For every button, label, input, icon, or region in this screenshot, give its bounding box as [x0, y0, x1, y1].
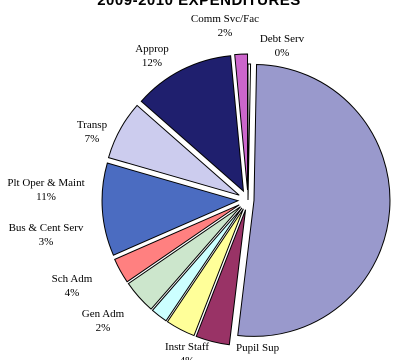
slice-label-name: Pupil Sup	[236, 342, 280, 354]
pie-slice-bus-cent-serv	[113, 204, 240, 283]
slice-label: Plt Oper & Maint 11%	[7, 177, 84, 203]
slice-label: Approp 12%	[135, 43, 169, 69]
slice-label-value: 2%	[96, 322, 111, 334]
slice-label: Gen Adm 2%	[82, 308, 125, 334]
slice-label-name: Approp	[135, 43, 169, 55]
pie-slice-approp	[140, 55, 245, 193]
pie-slice-unlabeled	[237, 63, 391, 337]
slice-label: Instr Staff 4%	[165, 341, 209, 360]
slice-label-name: Transp	[77, 119, 108, 131]
slice-label: Pupil Sup	[236, 342, 280, 354]
slice-label-name: Gen Adm	[82, 308, 125, 320]
slice-label-value: 0%	[275, 47, 290, 59]
slice-label-value: 4%	[180, 355, 195, 360]
pie-slice-gen-adm	[151, 207, 243, 322]
pie-slice-pupil-sup	[195, 209, 247, 346]
pie-slice-transp	[107, 104, 240, 196]
chart-title: 2009-2010 EXPENDITURES	[97, 0, 301, 9]
slice-label-name: Plt Oper & Maint	[7, 177, 84, 189]
slice-label-value: 11%	[36, 191, 56, 203]
slice-label: Transp 7%	[77, 119, 108, 145]
pie-slice-plt-oper-maint	[101, 162, 240, 256]
slice-label-name: Instr Staff	[165, 341, 209, 353]
pie-slice-comm-svc-fac	[234, 53, 249, 191]
slice-label: Sch Adm 4%	[52, 273, 93, 299]
pie-slice-debt-serv	[247, 63, 252, 201]
slice-label-name: Sch Adm	[52, 273, 93, 285]
slice-label: Debt Serv 0%	[260, 33, 305, 59]
slice-label-value: 3%	[39, 236, 54, 248]
slice-label-name: Debt Serv	[260, 33, 305, 45]
slice-label-value: 7%	[85, 133, 100, 145]
slice-label: Comm Svc/Fac 2%	[191, 13, 259, 39]
pie-slice-instr-staff	[166, 208, 244, 337]
slice-label: Bus & Cent Serv 3%	[9, 222, 84, 248]
slice-label-value: 4%	[65, 287, 80, 299]
slice-label-name: Bus & Cent Serv	[9, 222, 84, 234]
slice-label-name: Comm Svc/Fac	[191, 13, 259, 25]
slice-label-value: 12%	[142, 57, 162, 69]
pie-slice-sch-adm	[127, 206, 241, 310]
slice-label-value: 2%	[218, 27, 233, 39]
